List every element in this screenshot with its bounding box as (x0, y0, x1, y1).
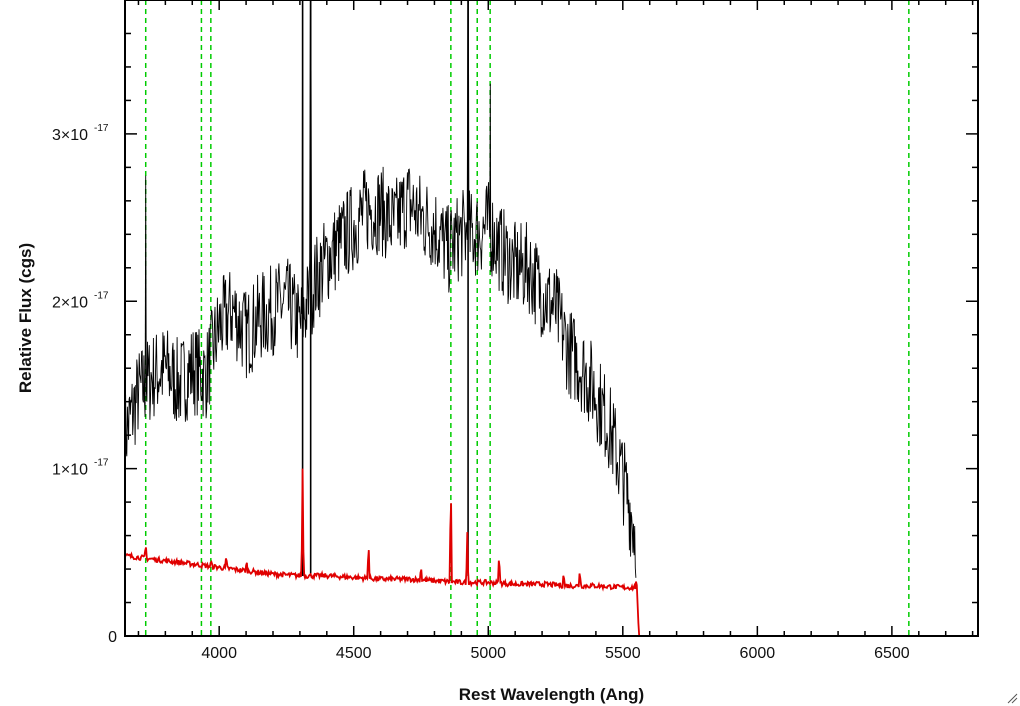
y-axis-label: Relative Flux (cgs) (16, 243, 35, 393)
x-axis-label: Rest Wavelength (Ang) (459, 685, 644, 704)
y-tick-label: 2×10 (52, 294, 88, 311)
y-tick-exponent: -17 (94, 290, 109, 301)
y-tick-label: 1×10 (52, 462, 88, 479)
x-tick-label: 4500 (336, 645, 372, 662)
observed-spectrum-line (124, 0, 637, 578)
y-tick-labels: 0 1×10 -17 2×10 -17 3×10 -17 (52, 123, 117, 646)
x-tick-label: 5500 (605, 645, 641, 662)
x-tick-labels: 4000 4500 5000 5500 6000 6500 (201, 645, 909, 662)
axis-ticks (125, 0, 978, 637)
plot-frame (124, 0, 979, 637)
x-tick-label: 4000 (201, 645, 237, 662)
y-tick-label: 0 (108, 629, 117, 646)
y-tick-exponent: -17 (94, 458, 109, 469)
model-spectrum (124, 468, 978, 637)
model-spectrum-line (124, 468, 978, 637)
resize-grip-icon[interactable] (1006, 692, 1018, 704)
x-tick-label: 6000 (740, 645, 776, 662)
x-tick-label: 5000 (470, 645, 506, 662)
y-tick-exponent: -17 (94, 123, 109, 134)
x-tick-label: 6500 (874, 645, 910, 662)
y-tick-label: 3×10 (52, 127, 88, 144)
